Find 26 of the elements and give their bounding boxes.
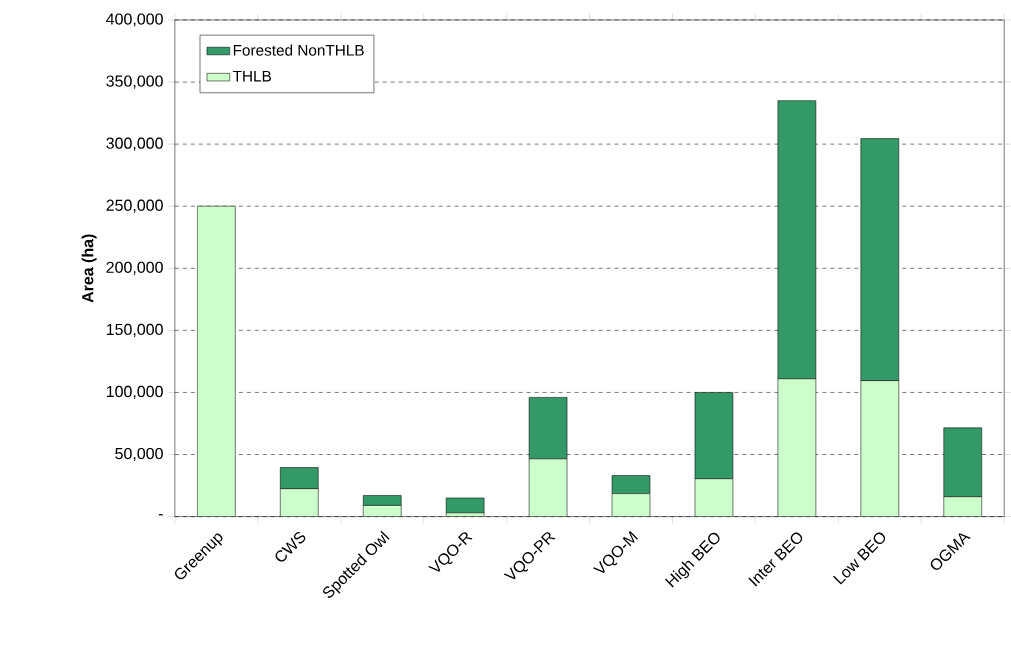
y-tick-label: 150,000 — [106, 323, 163, 337]
y-tick-label: 350,000 — [106, 75, 163, 89]
bar — [528, 396, 568, 459]
bar — [528, 458, 568, 517]
y-axis-title: Area (ha) — [81, 234, 97, 303]
bar — [694, 478, 734, 517]
bar — [280, 488, 319, 517]
bar — [611, 493, 651, 517]
bar — [860, 380, 900, 517]
bar — [943, 496, 983, 517]
bar — [197, 205, 236, 517]
y-tick-label: 200,000 — [106, 261, 163, 275]
bar — [611, 475, 651, 494]
bar — [694, 391, 734, 479]
legend-label: Forested NonTHLB — [233, 44, 364, 56]
y-tick-label: 50,000 — [115, 447, 163, 461]
y-tick-label: 250,000 — [106, 199, 163, 213]
bar — [777, 378, 817, 517]
bar — [445, 497, 485, 513]
y-tick-label: - — [158, 513, 163, 516]
y-tick-label: 100,000 — [106, 385, 163, 399]
y-tick-label: 300,000 — [106, 137, 163, 151]
bar — [362, 494, 402, 506]
bar — [280, 467, 319, 489]
legend-label: THLB — [232, 70, 271, 82]
y-tick-label: 400,000 — [106, 13, 163, 27]
